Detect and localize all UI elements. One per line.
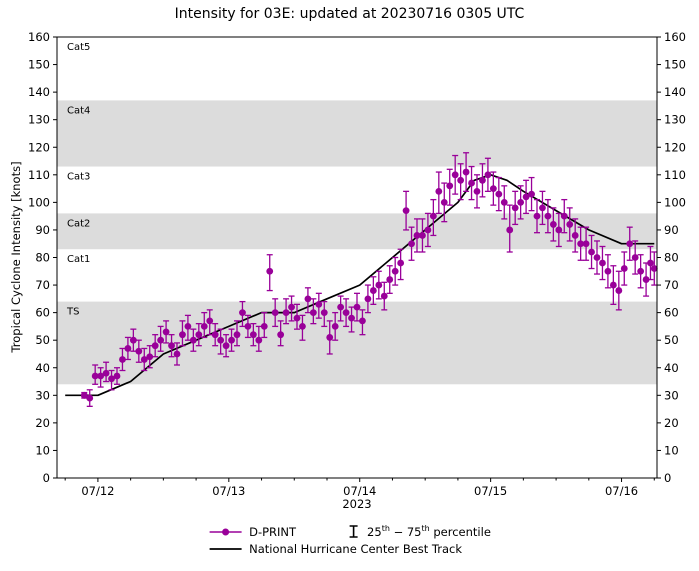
x-axis-ticks: 07/12 07/13 07/14 07/15 07/16	[81, 478, 638, 498]
svg-text:10: 10	[664, 443, 679, 457]
svg-text:140: 140	[664, 85, 686, 99]
svg-text:20: 20	[35, 416, 50, 430]
x-axis-minor-ticks	[64, 478, 655, 481]
svg-text:80: 80	[664, 251, 679, 265]
svg-text:110: 110	[28, 168, 50, 182]
svg-text:30: 30	[35, 388, 50, 402]
svg-text:150: 150	[664, 58, 686, 72]
svg-text:120: 120	[28, 140, 50, 154]
svg-text:160: 160	[664, 30, 686, 44]
svg-text:40: 40	[664, 361, 679, 375]
svg-text:70: 70	[35, 278, 50, 292]
svg-text:60: 60	[35, 306, 50, 320]
svg-text:90: 90	[664, 223, 679, 237]
svg-text:60: 60	[664, 306, 679, 320]
legend-row-1: D-PRINT 25th − 75th percentile	[208, 524, 491, 539]
svg-text:70: 70	[664, 278, 679, 292]
legend-percentile-label: 25th − 75th percentile	[367, 524, 491, 539]
svg-text:Cat4: Cat4	[67, 105, 90, 116]
svg-text:0: 0	[664, 471, 671, 485]
svg-text:80: 80	[35, 251, 50, 265]
svg-text:50: 50	[35, 333, 50, 347]
svg-text:Cat1: Cat1	[67, 254, 90, 265]
legend-dprint-label: D-PRINT	[249, 524, 297, 539]
svg-text:160: 160	[28, 30, 50, 44]
svg-text:30: 30	[664, 388, 679, 402]
svg-text:20: 20	[664, 416, 679, 430]
svg-text:150: 150	[28, 58, 50, 72]
svg-text:07/12: 07/12	[81, 484, 114, 498]
svg-text:100: 100	[28, 195, 50, 209]
legend-best-track-label: National Hurricane Center Best Track	[249, 542, 463, 556]
legend-row-2: National Hurricane Center Best Track	[208, 542, 462, 556]
svg-text:07/16: 07/16	[605, 484, 638, 498]
y-axis-ticks: 0 0 10 10 20 20 30 30 40 40 50 50 60 60 70 70 80 80 90 90 10…	[28, 30, 686, 485]
category-bands	[57, 100, 657, 385]
svg-text:130: 130	[664, 113, 686, 127]
chart-title: Intensity for 03E: updated at 20230716 0…	[174, 6, 525, 22]
svg-text:07/14: 07/14	[343, 484, 376, 498]
dprint-marker-icon	[208, 526, 242, 538]
svg-text:40: 40	[35, 361, 50, 375]
svg-text:07/13: 07/13	[212, 484, 245, 498]
category-band-labels: Cat5 Cat4 Cat3 Cat2 Cat1 TS	[66, 42, 90, 318]
svg-text:TS: TS	[66, 307, 79, 318]
svg-text:90: 90	[35, 223, 50, 237]
svg-text:120: 120	[664, 140, 686, 154]
x-axis-year-label: 2023	[342, 497, 372, 511]
best-track-line-icon	[208, 543, 242, 555]
svg-text:Cat5: Cat5	[67, 42, 90, 53]
svg-text:110: 110	[664, 168, 686, 182]
svg-text:Cat2: Cat2	[67, 218, 90, 229]
svg-text:50: 50	[664, 333, 679, 347]
svg-text:07/15: 07/15	[474, 484, 507, 498]
svg-text:Cat3: Cat3	[67, 172, 90, 183]
legend: D-PRINT 25th − 75th percentile National …	[208, 524, 491, 556]
svg-text:0: 0	[43, 471, 50, 485]
errorbar-icon	[348, 524, 360, 539]
svg-text:130: 130	[28, 113, 50, 127]
svg-text:100: 100	[664, 195, 686, 209]
svg-text:10: 10	[35, 443, 50, 457]
dprint-points	[80, 168, 658, 402]
svg-text:140: 140	[28, 85, 50, 99]
